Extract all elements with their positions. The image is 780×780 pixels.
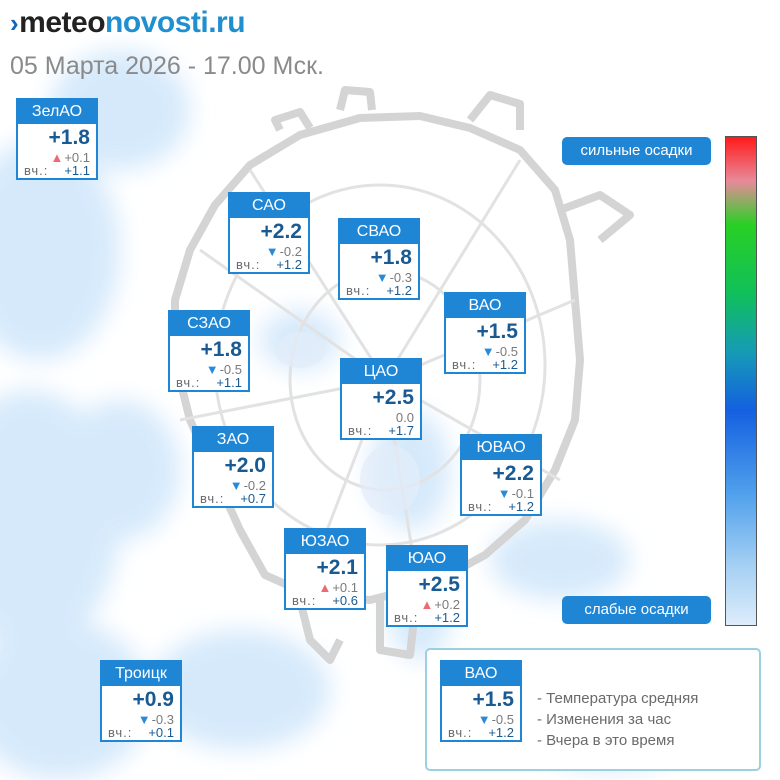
logo-part-3: .ru [208, 6, 246, 39]
hourly-change: ▼-0.1 [497, 486, 534, 501]
trend-up-icon: ▲ [318, 580, 332, 595]
district-name: СВАО [340, 220, 418, 244]
yesterday-row: вч.: +0.1 [108, 725, 174, 740]
avg-temperature: +1.8 [370, 246, 412, 269]
district-card-yuao: ЮАО +2.5 ▲+0.2 вч.: +1.2 [386, 545, 468, 627]
hourly-change: ▼-0.5 [205, 362, 242, 377]
region-blue-patches [275, 332, 420, 515]
yesterday-row: вч.: +1.1 [176, 375, 242, 390]
district-card-sao: САО +2.2 ▼-0.2 вч.: +1.2 [228, 192, 310, 274]
hourly-change: ▼-0.5 [481, 344, 518, 359]
yesterday-row: вч.: +1.2 [452, 357, 518, 372]
hourly-change: ▼-0.3 [375, 270, 412, 285]
yesterday-row: вч.: +1.2 [394, 610, 460, 625]
hourly-change: ▼-0.2 [265, 244, 302, 259]
trend-up-icon: ▲ [420, 597, 434, 612]
logo-part-2: novosti [105, 6, 209, 39]
report-datetime: 05 Марта 2026 - 17.00 Мск. [10, 52, 324, 80]
yesterday-row: вч.: +0.7 [200, 491, 266, 506]
hourly-change: 0.0 [395, 410, 414, 425]
district-card-zao: ЗАО +2.0 ▼-0.2 вч.: +0.7 [192, 426, 274, 508]
district-card-vao: ВАО +1.5 ▼-0.5 вч.: +1.2 [444, 292, 526, 374]
trend-down-icon: ▼ [229, 478, 243, 493]
trend-down-icon: ▼ [265, 244, 279, 259]
district-card-yuzao: ЮЗАО +2.1 ▲+0.1 вч.: +0.6 [284, 528, 366, 610]
district-name: ЗелАО [18, 100, 96, 124]
logo-arrow-icon: › [10, 8, 19, 38]
district-name: ЮВАО [462, 436, 540, 460]
brand-logo: ›meteonovosti.ru [10, 6, 246, 40]
trend-up-icon: ▲ [50, 150, 64, 165]
district-name: Троицк [102, 662, 180, 686]
district-name: ЮЗАО [286, 530, 364, 554]
yesterday-row: вч.: +0.6 [292, 593, 358, 608]
hourly-change: ▼-0.3 [137, 712, 174, 727]
yesterday-row: вч.: +1.7 [348, 423, 414, 438]
hourly-change: ▼-0.5 [477, 712, 514, 727]
yesterday-row: вч.: +1.2 [448, 725, 514, 740]
trend-down-icon: ▼ [205, 362, 219, 377]
legend-line-yesterday: - Вчера в это время [537, 732, 675, 749]
avg-temperature: +2.1 [316, 556, 358, 579]
district-card-szao: СЗАО +1.8 ▼-0.5 вч.: +1.1 [168, 310, 250, 392]
strong-precipitation-label: сильные осадки [562, 137, 711, 165]
district-card-troitsk: Троицк +0.9 ▼-0.3 вч.: +0.1 [100, 660, 182, 742]
trend-down-icon: ▼ [481, 344, 495, 359]
district-name: ВАО [442, 662, 520, 686]
legend-descriptions: - Температура средняя - Изменения за час… [537, 688, 698, 751]
weak-precipitation-label: слабые осадки [562, 596, 711, 624]
trend-down-icon: ▼ [497, 486, 511, 501]
district-name: ЗАО [194, 428, 272, 452]
precipitation-color-scale [725, 136, 757, 626]
legend-line-change: - Изменения за час [537, 711, 672, 728]
district-card-yuvao: ЮВАО +2.2 ▼-0.1 вч.: +1.2 [460, 434, 542, 516]
avg-temperature: +1.8 [48, 126, 90, 149]
district-name: СЗАО [170, 312, 248, 336]
district-card-zelao: ЗелАО +1.8 ▲+0.1 вч.: +1.1 [16, 98, 98, 180]
avg-temperature: +1.5 [472, 688, 514, 711]
hourly-change: ▲+0.1 [318, 580, 358, 595]
district-name: ВАО [446, 294, 524, 318]
avg-temperature: +0.9 [132, 688, 174, 711]
yesterday-row: вч.: +1.2 [346, 283, 412, 298]
avg-temperature: +2.5 [418, 573, 460, 596]
district-name: ЦАО [342, 360, 420, 384]
hourly-change: ▲+0.2 [420, 597, 460, 612]
avg-temperature: +2.2 [260, 220, 302, 243]
yesterday-row: вч.: +1.2 [468, 499, 534, 514]
district-name: ЮАО [388, 547, 466, 571]
district-card-cao: ЦАО +2.5 0.0 вч.: +1.7 [340, 358, 422, 440]
hourly-change: ▼-0.2 [229, 478, 266, 493]
trend-down-icon: ▼ [375, 270, 389, 285]
legend-line-temperature: - Температура средняя [537, 690, 699, 707]
avg-temperature: +2.5 [372, 386, 414, 409]
hourly-change: ▲+0.1 [50, 150, 90, 165]
trend-down-icon: ▼ [477, 712, 491, 727]
yesterday-row: вч.: +1.2 [236, 257, 302, 272]
avg-temperature: +1.5 [476, 320, 518, 343]
avg-temperature: +2.2 [492, 462, 534, 485]
district-card-svao: СВАО +1.8 ▼-0.3 вч.: +1.2 [338, 218, 420, 300]
avg-temperature: +1.8 [200, 338, 242, 361]
avg-temperature: +2.0 [224, 454, 266, 477]
trend-down-icon: ▼ [137, 712, 151, 727]
legend-example-card: ВАО +1.5 ▼-0.5 вч.: +1.2 [440, 660, 522, 742]
logo-part-1: meteo [19, 6, 106, 39]
yesterday-row: вч.: +1.1 [24, 163, 90, 178]
district-name: САО [230, 194, 308, 218]
